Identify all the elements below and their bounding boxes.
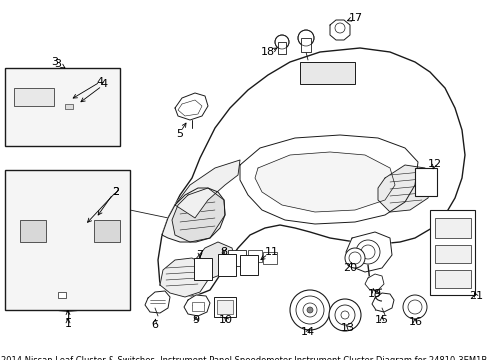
Circle shape bbox=[306, 307, 312, 313]
Polygon shape bbox=[175, 93, 207, 120]
Polygon shape bbox=[195, 242, 235, 278]
Bar bbox=[414, 168, 436, 196]
Text: 20: 20 bbox=[342, 263, 356, 273]
Bar bbox=[247, 250, 262, 262]
Polygon shape bbox=[175, 160, 240, 218]
Bar bbox=[434, 245, 470, 263]
Circle shape bbox=[355, 240, 379, 264]
Text: 5: 5 bbox=[176, 129, 183, 139]
Bar bbox=[5, 170, 130, 310]
Bar bbox=[278, 42, 285, 54]
Bar bbox=[299, 62, 354, 84]
Bar bbox=[217, 300, 232, 314]
Polygon shape bbox=[254, 152, 394, 212]
Text: 13: 13 bbox=[340, 323, 354, 333]
Polygon shape bbox=[371, 293, 393, 312]
Bar bbox=[192, 302, 203, 311]
Bar bbox=[58, 292, 66, 298]
Polygon shape bbox=[16, 265, 120, 295]
Text: 9: 9 bbox=[192, 315, 199, 325]
Text: 4: 4 bbox=[100, 79, 107, 89]
Polygon shape bbox=[346, 232, 391, 272]
Circle shape bbox=[402, 295, 426, 319]
Bar bbox=[434, 270, 470, 288]
Bar bbox=[194, 258, 212, 280]
Polygon shape bbox=[160, 258, 207, 297]
Text: 1: 1 bbox=[64, 311, 71, 321]
Bar bbox=[240, 255, 258, 275]
Text: 1: 1 bbox=[64, 319, 71, 329]
Bar bbox=[65, 104, 73, 109]
Text: 3: 3 bbox=[54, 59, 61, 69]
Text: 12: 12 bbox=[427, 159, 441, 169]
Polygon shape bbox=[158, 48, 464, 296]
Polygon shape bbox=[364, 274, 383, 290]
Text: 14: 14 bbox=[300, 327, 314, 337]
Bar bbox=[429, 210, 474, 295]
Polygon shape bbox=[240, 135, 417, 224]
Circle shape bbox=[274, 35, 288, 49]
Bar bbox=[227, 250, 245, 266]
Bar bbox=[20, 220, 46, 242]
Circle shape bbox=[328, 299, 360, 331]
Polygon shape bbox=[44, 112, 82, 135]
Polygon shape bbox=[145, 291, 170, 313]
Text: 21: 21 bbox=[468, 291, 482, 301]
Text: 10: 10 bbox=[219, 315, 232, 325]
Circle shape bbox=[289, 290, 329, 330]
Circle shape bbox=[297, 30, 313, 46]
Circle shape bbox=[345, 248, 364, 268]
Text: 4: 4 bbox=[96, 77, 103, 87]
Text: 6: 6 bbox=[151, 320, 158, 330]
Text: 2014 Nissan Leaf Cluster & Switches, Instrument Panel Speedometer Instrument Clu: 2014 Nissan Leaf Cluster & Switches, Ins… bbox=[1, 356, 487, 360]
Bar bbox=[301, 38, 310, 52]
Bar bbox=[94, 220, 120, 242]
Text: 15: 15 bbox=[374, 315, 388, 325]
Text: 8: 8 bbox=[220, 247, 227, 257]
Polygon shape bbox=[377, 165, 431, 212]
Text: 19: 19 bbox=[367, 289, 381, 299]
Polygon shape bbox=[183, 295, 209, 316]
Text: 3: 3 bbox=[51, 57, 59, 67]
Bar bbox=[218, 254, 236, 276]
Text: 17: 17 bbox=[348, 13, 362, 23]
Text: 18: 18 bbox=[261, 47, 274, 57]
Bar bbox=[263, 252, 276, 264]
Polygon shape bbox=[162, 188, 224, 242]
Polygon shape bbox=[329, 20, 349, 40]
Polygon shape bbox=[7, 82, 94, 112]
Bar bbox=[5, 68, 120, 146]
Text: 11: 11 bbox=[264, 247, 279, 257]
Text: 2: 2 bbox=[112, 187, 120, 197]
Text: 16: 16 bbox=[408, 317, 422, 327]
Bar bbox=[434, 218, 470, 238]
Bar bbox=[214, 297, 236, 317]
Text: 7: 7 bbox=[196, 250, 203, 260]
Bar bbox=[14, 88, 54, 106]
Polygon shape bbox=[172, 188, 224, 242]
Text: 2: 2 bbox=[112, 187, 120, 197]
